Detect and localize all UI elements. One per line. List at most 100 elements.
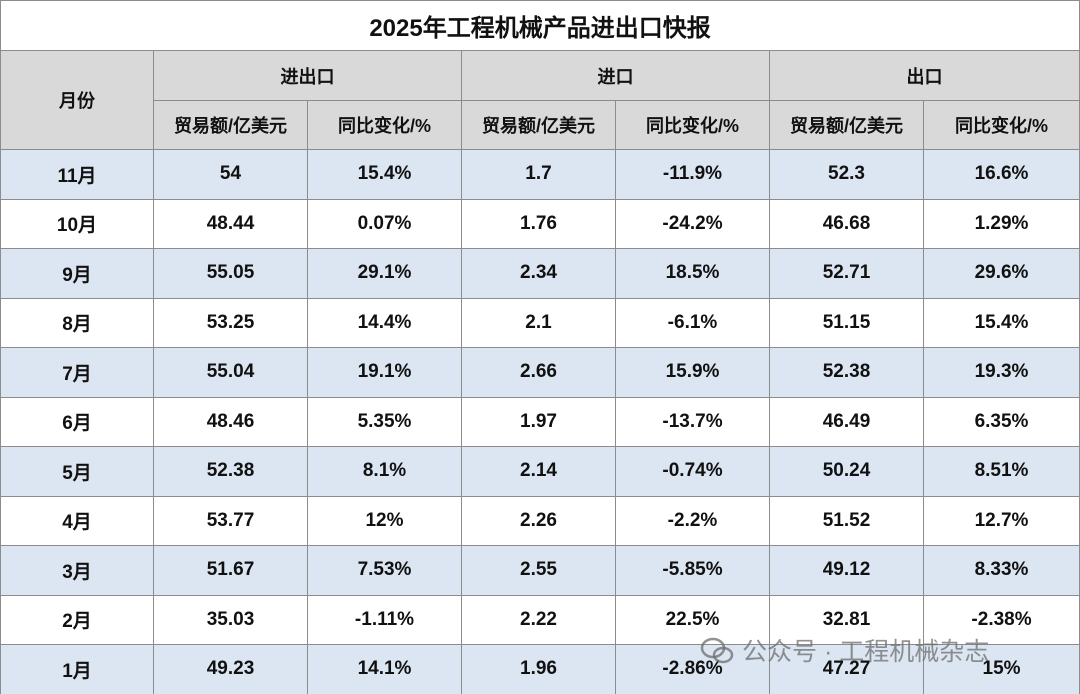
value-cell: 46.68 xyxy=(769,198,924,249)
month-cell: 1月 xyxy=(0,644,154,694)
month-cell: 8月 xyxy=(0,297,154,348)
value-cell: 49.23 xyxy=(153,644,308,694)
month-cell: 6月 xyxy=(0,396,154,447)
value-cell: 5.35% xyxy=(307,396,462,447)
month-cell: 10月 xyxy=(0,198,154,249)
value-cell: 55.05 xyxy=(153,248,308,299)
value-cell: 29.1% xyxy=(307,248,462,299)
value-cell: 15% xyxy=(922,644,1080,694)
value-cell: 18.5% xyxy=(615,248,770,299)
value-cell: 54 xyxy=(153,149,308,200)
data-row: 5月 52.38 8.1% 2.14 -0.74% 50.24 8.51% xyxy=(0,446,1080,497)
header-row: 月份 进出口 进口 出口 xyxy=(0,50,1080,150)
data-row: 10月 48.44 0.07% 1.76 -24.2% 46.68 1.29% xyxy=(0,198,1080,249)
month-cell: 7月 xyxy=(0,347,154,398)
watermark: 公众号 · 工程机械杂志 xyxy=(700,632,989,668)
value-cell: 1.96 xyxy=(461,644,616,694)
subheader: 同比变化/% xyxy=(615,100,770,150)
value-cell: 2.34 xyxy=(461,248,616,299)
value-cell: -2.86% xyxy=(615,644,770,694)
value-cell: 0.07% xyxy=(307,198,462,249)
value-cell: 19.3% xyxy=(922,347,1080,398)
value-cell: 52.71 xyxy=(769,248,924,299)
month-header: 月份 xyxy=(0,50,154,150)
subheader: 贸易额/亿美元 xyxy=(461,100,616,150)
value-cell: 15.4% xyxy=(922,297,1080,348)
value-cell: 6.35% xyxy=(922,396,1080,447)
value-cell: 35.03 xyxy=(153,594,308,645)
value-cell: -0.74% xyxy=(615,446,770,497)
value-cell: 14.1% xyxy=(307,644,462,694)
month-cell: 5月 xyxy=(0,446,154,497)
subheader: 同比变化/% xyxy=(307,100,462,150)
value-cell: -1.11% xyxy=(307,594,462,645)
value-cell: 1.29% xyxy=(922,198,1080,249)
month-cell: 9月 xyxy=(0,248,154,299)
value-cell: 8.33% xyxy=(922,545,1080,596)
value-cell: 1.7 xyxy=(461,149,616,200)
data-row: 6月 48.46 5.35% 1.97 -13.7% 46.49 6.35% xyxy=(0,396,1080,447)
data-row: 8月 53.25 14.4% 2.1 -6.1% 51.15 15.4% xyxy=(0,297,1080,348)
data-row: 11月 54 15.4% 1.7 -11.9% 52.3 16.6% xyxy=(0,149,1080,200)
value-cell: 7.53% xyxy=(307,545,462,596)
value-cell: 52.3 xyxy=(769,149,924,200)
value-cell: 46.49 xyxy=(769,396,924,447)
value-cell: -5.85% xyxy=(615,545,770,596)
value-cell: 50.24 xyxy=(769,446,924,497)
subheader-row: 贸易额/亿美元 同比变化/% 贸易额/亿美元 同比变化/% 贸易额/亿美元 同比变化/% xyxy=(1,100,1080,150)
value-cell: 16.6% xyxy=(922,149,1080,200)
value-cell: 1.76 xyxy=(461,198,616,249)
data-row: 3月 51.67 7.53% 2.55 -5.85% 49.12 8.33% xyxy=(0,545,1080,596)
value-cell: 2.22 xyxy=(461,594,616,645)
value-cell: 2.26 xyxy=(461,495,616,546)
value-cell: -24.2% xyxy=(615,198,770,249)
value-cell: -2.2% xyxy=(615,495,770,546)
value-cell: 19.1% xyxy=(307,347,462,398)
value-cell: 1.97 xyxy=(461,396,616,447)
subheader: 贸易额/亿美元 xyxy=(153,100,308,150)
value-cell: 52.38 xyxy=(769,347,924,398)
group-header: 出口 xyxy=(768,50,1080,101)
data-row: 9月 55.05 29.1% 2.34 18.5% 52.71 29.6% xyxy=(0,248,1080,299)
title-row: 2025年工程机械产品进出口快报 xyxy=(0,0,1080,51)
month-cell: 3月 xyxy=(0,545,154,596)
value-cell: -2.38% xyxy=(922,594,1080,645)
subheader: 同比变化/% xyxy=(922,100,1080,150)
value-cell: 15.9% xyxy=(615,347,770,398)
value-cell: 47.27 xyxy=(769,644,924,694)
value-cell: 48.46 xyxy=(153,396,308,447)
value-cell: 29.6% xyxy=(922,248,1080,299)
value-cell: 2.14 xyxy=(461,446,616,497)
value-cell: -11.9% xyxy=(615,149,770,200)
value-cell: 2.1 xyxy=(461,297,616,348)
value-cell: 12.7% xyxy=(922,495,1080,546)
value-cell: 51.67 xyxy=(153,545,308,596)
watermark-icon xyxy=(700,637,734,664)
value-cell: 8.1% xyxy=(307,446,462,497)
data-row: 7月 55.04 19.1% 2.66 15.9% 52.38 19.3% xyxy=(0,347,1080,398)
value-cell: 2.66 xyxy=(461,347,616,398)
group-header: 进口 xyxy=(461,50,770,101)
value-cell: 53.77 xyxy=(153,495,308,546)
value-cell: 15.4% xyxy=(307,149,462,200)
value-cell: -13.7% xyxy=(615,396,770,447)
value-cell: 51.52 xyxy=(769,495,924,546)
value-cell: 12% xyxy=(307,495,462,546)
value-cell: 48.44 xyxy=(153,198,308,249)
month-cell: 2月 xyxy=(0,594,154,645)
subheader: 贸易额/亿美元 xyxy=(769,100,924,150)
value-cell: 8.51% xyxy=(922,446,1080,497)
value-cell: 55.04 xyxy=(153,347,308,398)
value-cell: 53.25 xyxy=(153,297,308,348)
data-row: 4月 53.77 12% 2.26 -2.2% 51.52 12.7% xyxy=(0,495,1080,546)
value-cell: 51.15 xyxy=(769,297,924,348)
value-cell: 52.38 xyxy=(153,446,308,497)
value-cell: -6.1% xyxy=(615,297,770,348)
value-cell: 2.55 xyxy=(461,545,616,596)
table-title: 2025年工程机械产品进出口快报 xyxy=(0,0,1080,51)
value-cell: 14.4% xyxy=(307,297,462,348)
watermark-text: 公众号 · 工程机械杂志 xyxy=(742,638,990,666)
data-row: 2月 35.03 -1.11% 2.22 22.5% 32.81 -2.38% xyxy=(0,594,1080,645)
